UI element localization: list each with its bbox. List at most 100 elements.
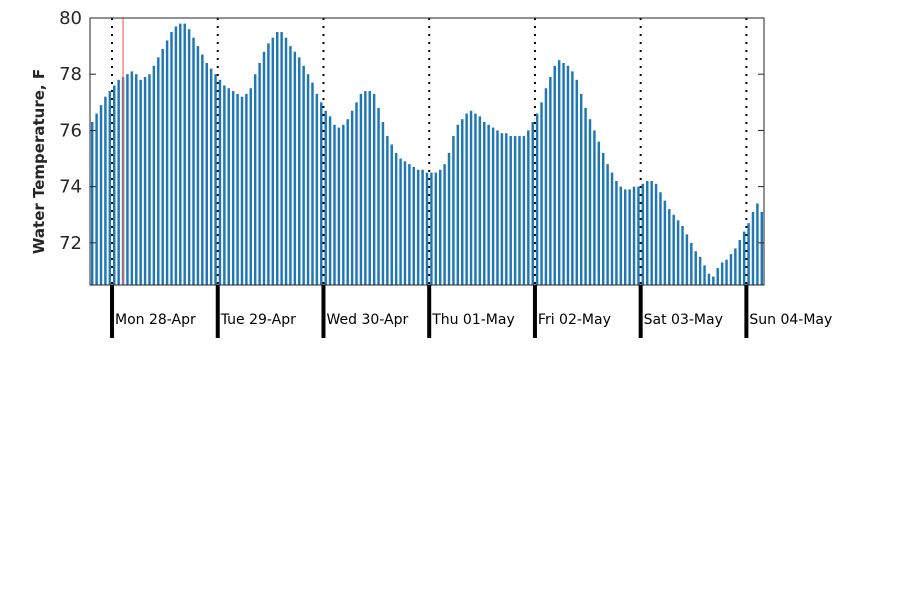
bar: [135, 74, 138, 286]
bar: [381, 121, 385, 286]
y-axis-label: Water Temperature, F: [30, 69, 48, 254]
bar: [540, 102, 543, 285]
bar: [390, 144, 393, 285]
bar: [364, 91, 367, 285]
bar: [386, 136, 389, 285]
bar: [298, 57, 301, 285]
bar: [610, 172, 614, 285]
bar: [416, 169, 420, 285]
bar: [716, 268, 719, 285]
bar: [641, 183, 645, 285]
bar: [346, 119, 349, 286]
bar: [760, 211, 764, 285]
bar: [685, 234, 689, 285]
bar: [209, 68, 213, 285]
bar: [108, 91, 112, 285]
day-label: Sat 03-May: [644, 312, 723, 328]
bar: [408, 164, 411, 285]
bar: [628, 189, 631, 285]
y-tick-label: 80: [59, 8, 82, 29]
bar: [139, 79, 142, 285]
bar: [165, 40, 169, 286]
bar: [205, 62, 208, 285]
bar: [588, 119, 592, 286]
bar: [179, 23, 182, 286]
bar: [152, 65, 156, 285]
bar: [430, 172, 433, 285]
bar: [253, 74, 257, 286]
bar: [487, 124, 490, 285]
bar: [756, 203, 759, 285]
bar: [113, 85, 116, 285]
bar: [646, 181, 649, 285]
bar: [187, 29, 191, 285]
bar: [668, 209, 671, 285]
bar: [553, 65, 556, 285]
bar: [579, 93, 583, 285]
bar: [90, 121, 94, 286]
bar: [350, 110, 354, 285]
bar: [447, 152, 451, 285]
bar: [148, 74, 151, 286]
bars-layer: [90, 23, 764, 286]
bar: [597, 141, 601, 285]
bar: [496, 130, 499, 285]
bar: [549, 77, 552, 286]
bar: [130, 71, 134, 286]
bar: [355, 102, 358, 285]
bar: [461, 119, 464, 286]
bar: [438, 169, 442, 285]
bar: [522, 136, 526, 285]
bar: [157, 57, 160, 285]
bar: [527, 130, 530, 285]
bar: [615, 181, 618, 285]
bar: [421, 169, 424, 285]
bar: [249, 88, 253, 285]
bar: [245, 93, 248, 285]
bar: [672, 214, 675, 285]
bar: [394, 152, 398, 285]
bar: [505, 133, 508, 285]
bar: [412, 166, 416, 285]
bar: [192, 37, 195, 285]
day-label: Tue 29-Apr: [220, 312, 296, 328]
bar: [491, 127, 495, 285]
bar: [637, 186, 640, 285]
bar: [694, 251, 697, 285]
bar: [320, 102, 323, 285]
bar: [223, 85, 226, 285]
bar: [231, 91, 235, 285]
bar: [201, 54, 204, 285]
bar: [584, 107, 587, 285]
bar: [126, 74, 129, 286]
bar: [513, 136, 517, 285]
bar: [324, 110, 327, 285]
bar: [240, 96, 244, 285]
bar: [170, 32, 173, 285]
bar: [690, 242, 693, 285]
bar: [434, 172, 438, 285]
bar: [663, 200, 667, 285]
bar: [619, 186, 623, 285]
bar: [425, 172, 429, 285]
bar: [377, 107, 380, 285]
bar: [698, 256, 702, 285]
bar: [557, 60, 561, 285]
bar: [601, 152, 605, 285]
bar: [575, 79, 579, 285]
bar: [174, 26, 178, 286]
y-tick-label: 76: [59, 120, 82, 141]
bar: [196, 46, 200, 285]
bar: [280, 32, 283, 285]
bar: [271, 37, 275, 285]
bar: [236, 93, 239, 285]
bar: [337, 127, 341, 285]
bar: [95, 113, 98, 285]
bar: [593, 130, 596, 285]
bar: [328, 116, 332, 286]
bar: [218, 79, 222, 285]
bar: [456, 124, 460, 285]
bar: [544, 88, 548, 285]
bar: [183, 23, 186, 286]
